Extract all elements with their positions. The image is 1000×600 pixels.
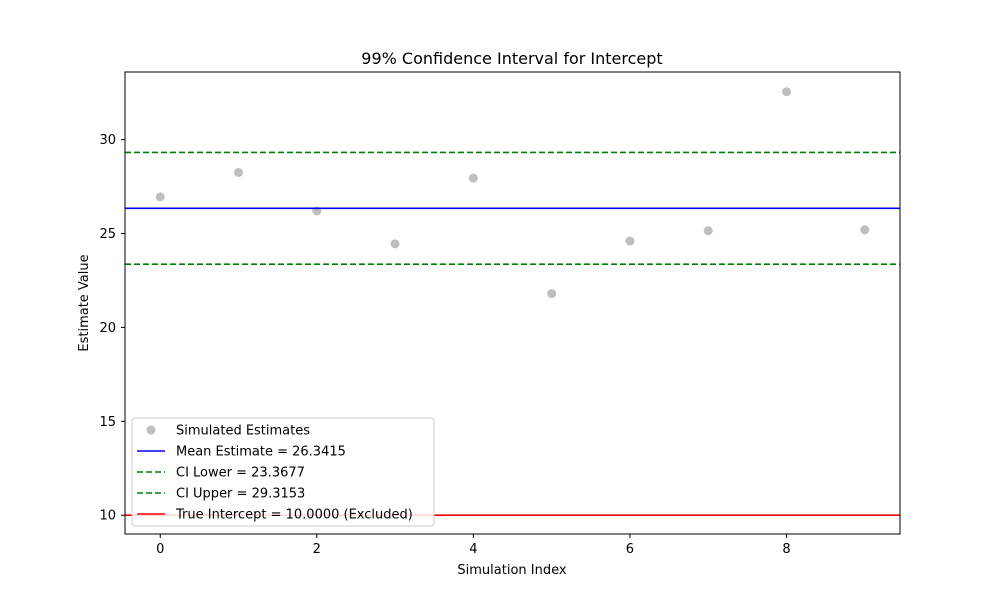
x-tick-label: 6 (626, 542, 634, 557)
legend-label: Simulated Estimates (176, 424, 310, 439)
chart-title: 99% Confidence Interval for Intercept (361, 49, 662, 68)
plot-area (125, 87, 900, 517)
data-point (234, 167, 244, 177)
x-tick-label: 0 (156, 542, 164, 557)
legend-label: CI Lower = 23.3677 (176, 466, 305, 481)
legend-label: CI Upper = 29.3153 (176, 487, 305, 502)
legend-marker-scatter (146, 425, 156, 435)
legend-label: True Intercept = 10.0000 (Excluded) (175, 508, 413, 523)
y-axis: 10 15 20 25 30 (99, 133, 125, 524)
x-tick-label: 2 (313, 542, 321, 557)
data-point (155, 192, 165, 202)
data-point (781, 87, 791, 97)
data-point (390, 239, 400, 249)
data-point (547, 289, 557, 299)
legend: Simulated Estimates Mean Estimate = 26.34… (131, 417, 435, 527)
y-tick-label: 10 (99, 509, 116, 524)
y-axis-label: Estimate Value (77, 254, 92, 351)
data-point (625, 236, 635, 246)
data-point (703, 226, 713, 236)
data-point (860, 225, 870, 235)
legend-label: Mean Estimate = 26.3415 (176, 445, 346, 460)
x-tick-label: 4 (469, 542, 477, 557)
legend-box (131, 417, 435, 527)
x-axis: 0 2 4 6 8 (156, 534, 791, 557)
y-tick-label: 15 (99, 415, 116, 430)
x-axis-label: Simulation Index (457, 563, 566, 578)
plot-frame (124, 71, 901, 535)
y-tick-label: 25 (99, 227, 116, 242)
y-tick-label: 30 (99, 133, 116, 148)
y-tick-label: 20 (99, 321, 116, 336)
data-point (468, 173, 478, 183)
x-tick-label: 8 (782, 542, 790, 557)
